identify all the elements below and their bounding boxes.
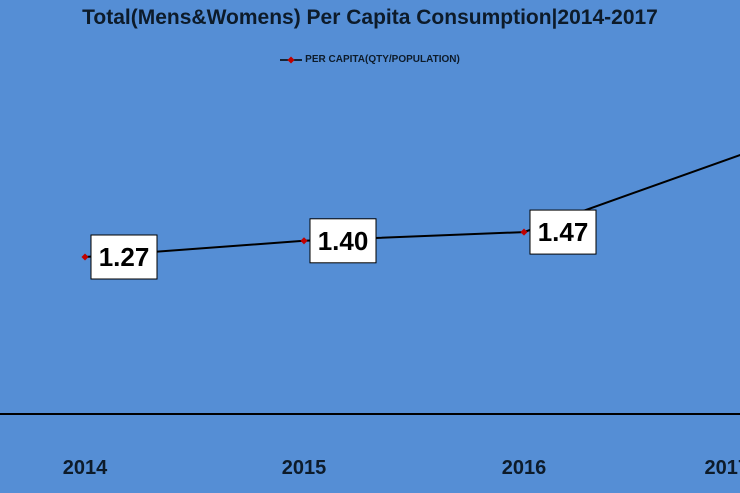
data-point-0	[81, 253, 89, 261]
data-label-box-2	[529, 209, 597, 255]
data-label-0: 1.27	[99, 242, 150, 272]
legend: PER CAPITA(QTY/POPULATION)	[0, 54, 740, 65]
chart-title: Total(Mens&Womens) Per Capita Consumptio…	[82, 6, 658, 29]
data-label-box-0	[90, 234, 158, 280]
series-line	[84, 153, 740, 258]
legend-label: PER CAPITA(QTY/POPULATION)	[305, 54, 460, 65]
data-label-1: 1.40	[318, 226, 369, 256]
data-label-box-1	[309, 218, 377, 264]
data-label-2: 1.47	[538, 217, 589, 247]
x-tick-label-0: 2014	[63, 457, 108, 479]
x-tick-label-2: 2016	[502, 457, 547, 479]
x-tick-label-3: 2017(PR	[705, 457, 740, 479]
data-point-2	[520, 228, 528, 236]
x-tick-label-1: 2015	[282, 457, 327, 479]
data-point-1	[300, 237, 308, 245]
legend-swatch	[280, 55, 303, 64]
